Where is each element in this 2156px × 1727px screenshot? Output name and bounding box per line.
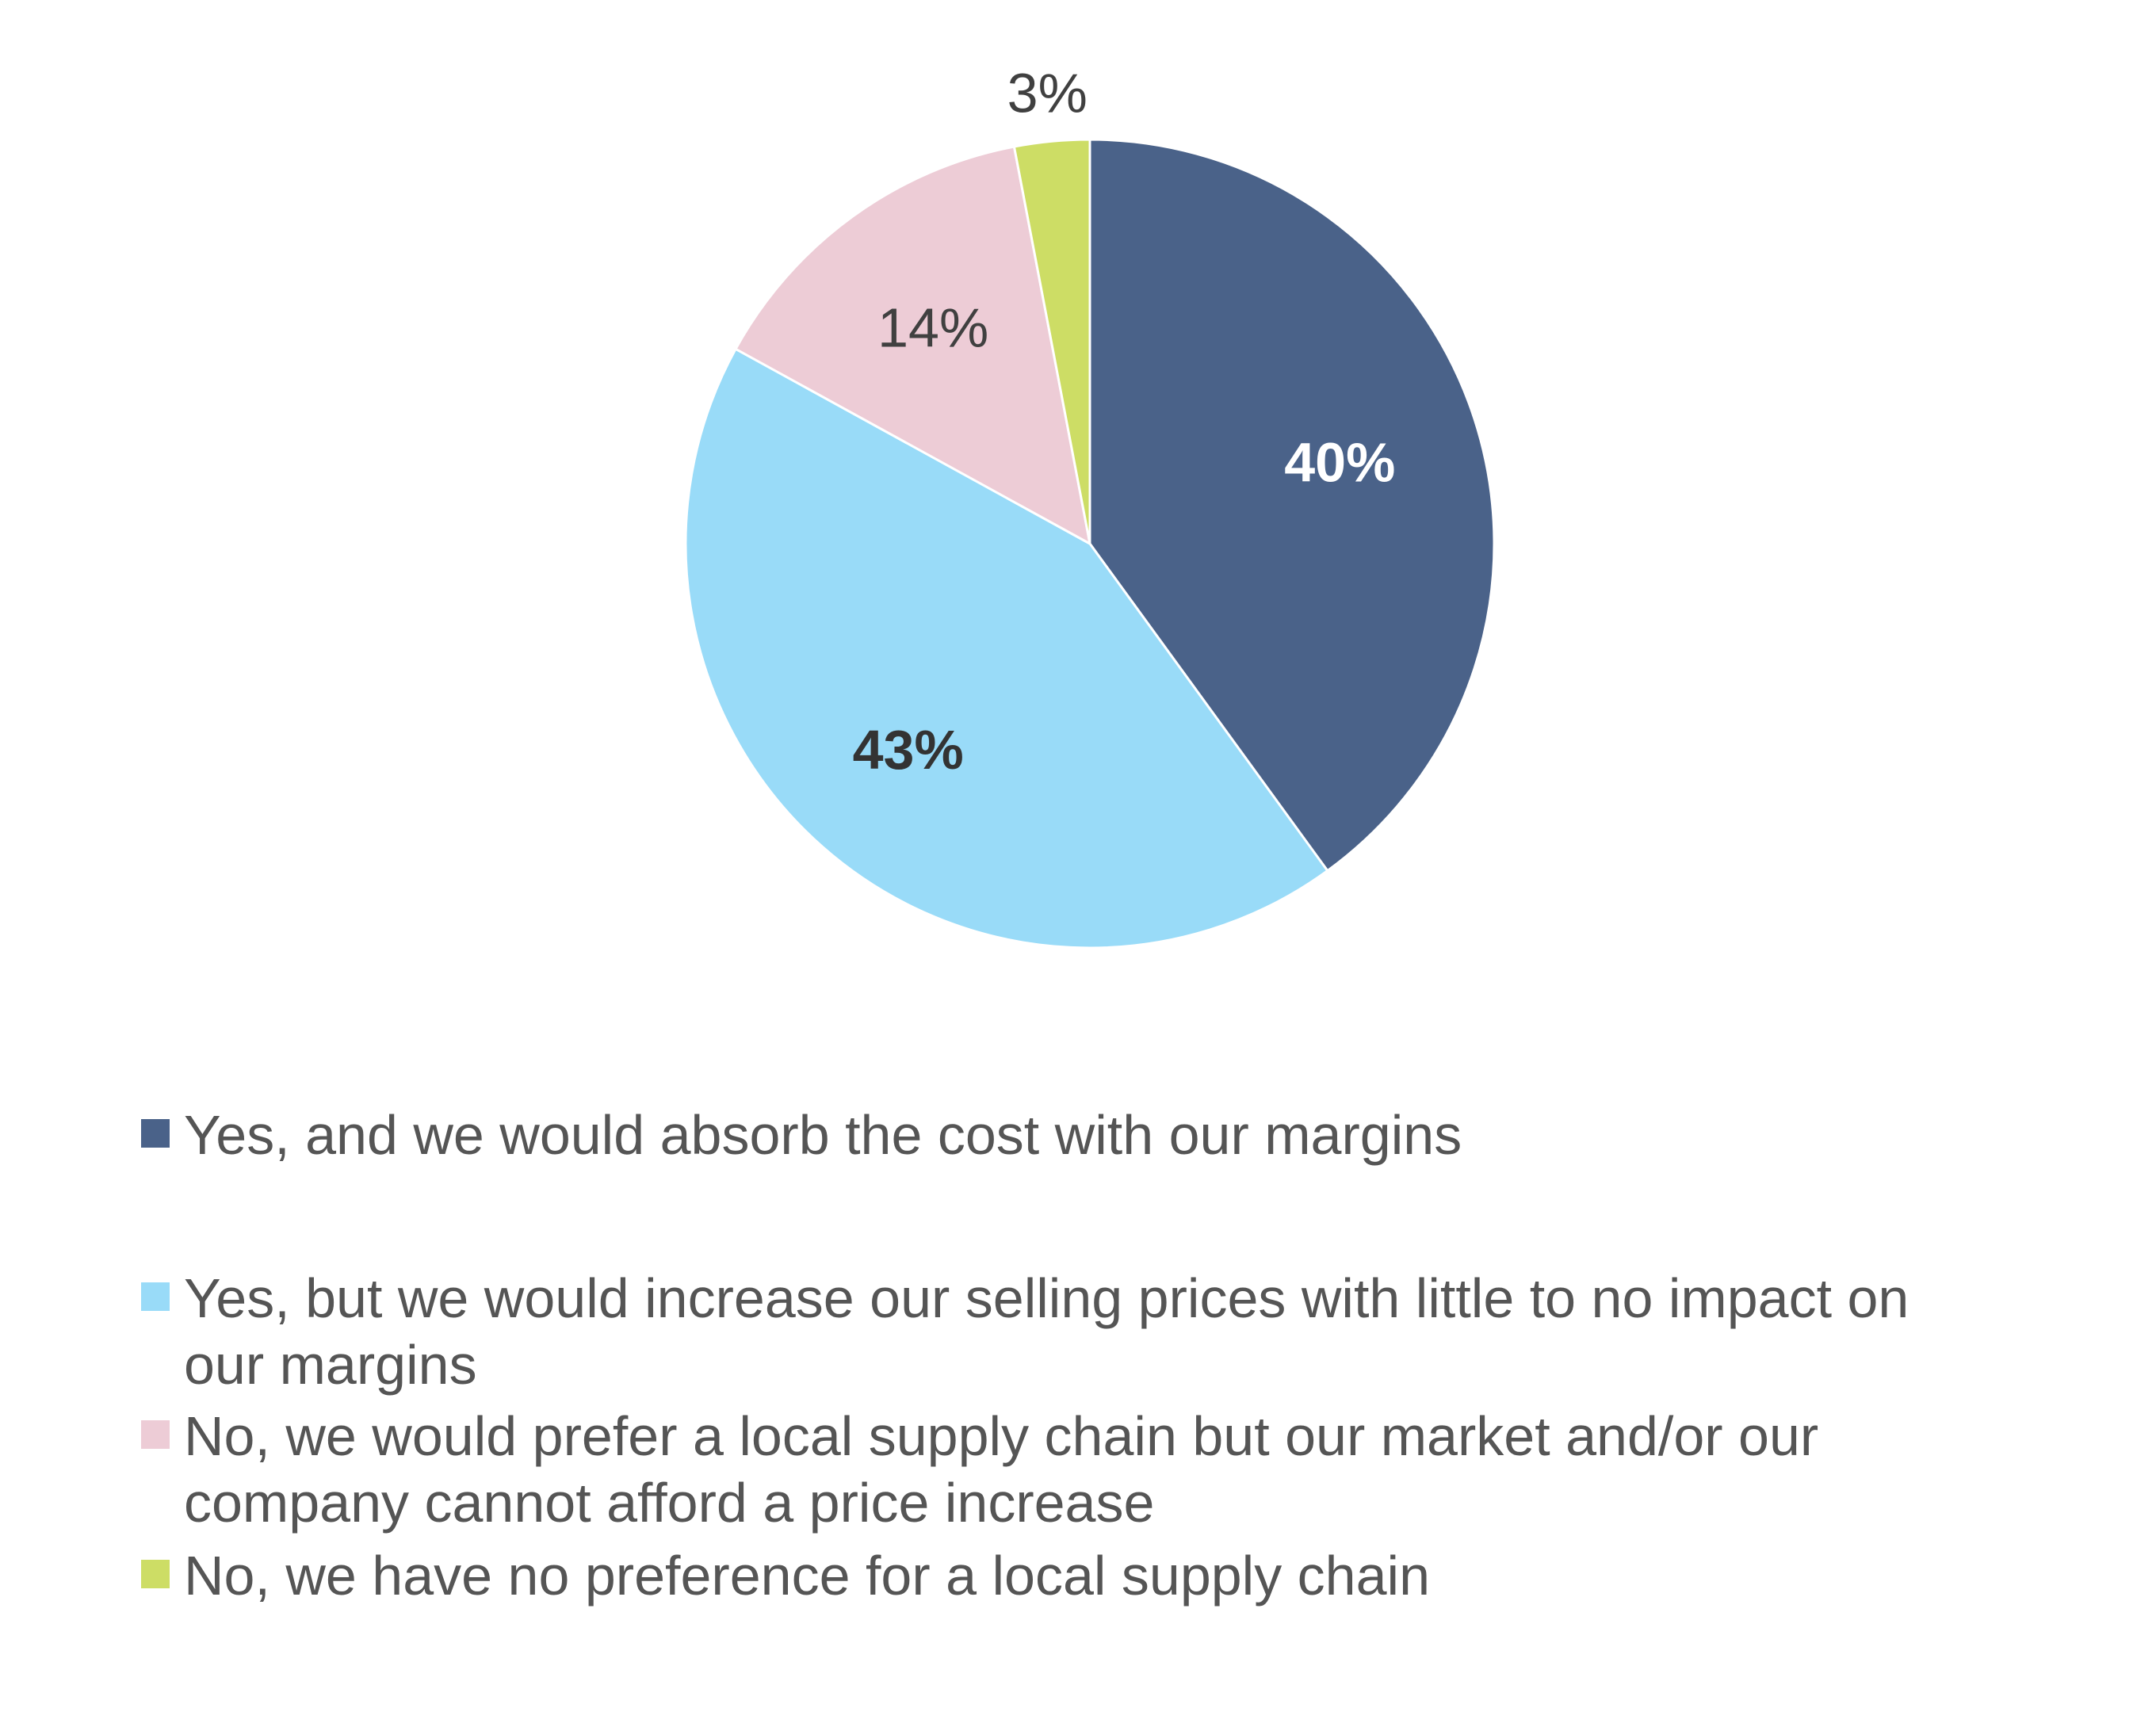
legend-label: No, we would prefer a local supply chain… xyxy=(184,1405,1819,1534)
legend-label: Yes, and we would absorb the cost with o… xyxy=(184,1104,1462,1166)
pie-labels: 40% 43% 14% 3% xyxy=(853,62,1396,781)
slice-label-4: 3% xyxy=(1007,62,1088,124)
pie-slice-1 xyxy=(1088,138,1496,873)
legend-label: Yes, but we would increase our selling p… xyxy=(184,1267,1909,1396)
legend-item-no-preference: No, we have no preference for a local su… xyxy=(141,1542,2086,1609)
slice-label-1: 40% xyxy=(1284,432,1395,494)
pie-slice-2 xyxy=(684,347,1329,949)
pie-slice-3 xyxy=(734,145,1092,546)
legend-swatch xyxy=(141,1282,170,1311)
legend-swatch xyxy=(141,1420,170,1449)
pie-chart: 40% 43% 14% 3% xyxy=(684,62,1496,949)
pie-slice-4 xyxy=(1012,138,1091,544)
pie-slices xyxy=(684,138,1496,949)
legend-item-increase-prices: Yes, but we would increase our selling p… xyxy=(141,1265,2086,1398)
slice-label-2: 43% xyxy=(853,719,964,781)
slice-label-3: 14% xyxy=(877,297,988,359)
legend-swatch xyxy=(141,1560,170,1588)
legend-label: No, we have no preference for a local su… xyxy=(184,1545,1431,1607)
legend-item-cannot-afford: No, we would prefer a local supply chain… xyxy=(141,1403,2086,1536)
legend-swatch xyxy=(141,1119,170,1148)
legend-item-absorb-cost: Yes, and we would absorb the cost with o… xyxy=(141,1102,2086,1168)
